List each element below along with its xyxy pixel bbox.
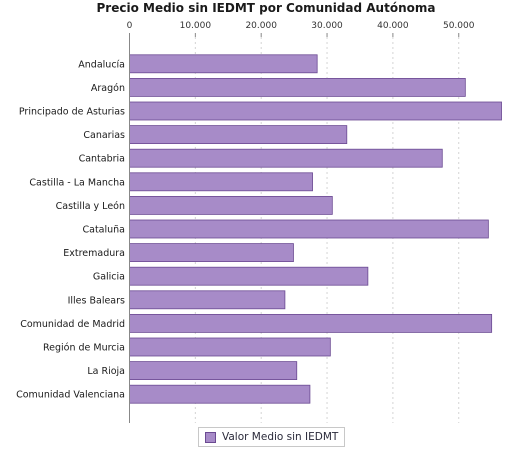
x-tick-label: 40.000 <box>377 21 409 31</box>
category-label: Principado de Asturias <box>19 107 125 118</box>
bar <box>129 219 489 239</box>
x-tick-label: 0 <box>127 21 133 31</box>
bar <box>129 54 318 74</box>
bar <box>129 290 286 310</box>
bar <box>129 337 331 357</box>
category-label: Galicia <box>93 272 125 283</box>
category-label: Comunidad de Madrid <box>20 319 125 330</box>
category-label: Andalucía <box>78 59 125 70</box>
category-label: Aragón <box>91 83 125 94</box>
category-label: Castilla y León <box>56 201 125 212</box>
bar <box>129 125 348 144</box>
bar <box>129 361 298 381</box>
category-label: Extremadura <box>63 248 125 259</box>
category-label: Illes Balears <box>68 295 125 306</box>
x-tick-label: 20.000 <box>245 21 277 31</box>
bar <box>129 195 333 215</box>
bar <box>129 101 502 121</box>
legend-swatch <box>205 431 216 443</box>
category-label: Comunidad Valenciana <box>16 390 125 401</box>
category-label: Canarias <box>83 130 125 141</box>
bar <box>129 313 493 333</box>
bar <box>129 172 313 192</box>
x-tick-label: 10.000 <box>180 21 212 31</box>
category-label: La Rioja <box>87 366 125 377</box>
category-label: Región de Murcia <box>43 343 125 354</box>
chart-title: Precio Medio sin IEDMT por Comunidad Aut… <box>97 1 436 15</box>
bar <box>129 78 466 97</box>
category-label: Cantabria <box>79 154 125 165</box>
bar <box>129 148 443 168</box>
legend: Valor Medio sin IEDMT <box>198 427 346 447</box>
x-tick-label: 50.000 <box>443 21 475 31</box>
bar <box>129 266 369 286</box>
category-label: Cataluña <box>82 225 125 236</box>
x-tick-label: 30.000 <box>311 21 343 31</box>
bar <box>129 384 311 404</box>
category-label: Castilla - La Mancha <box>29 177 125 188</box>
bar <box>129 243 294 263</box>
legend-label: Valor Medio sin IEDMT <box>222 431 339 443</box>
